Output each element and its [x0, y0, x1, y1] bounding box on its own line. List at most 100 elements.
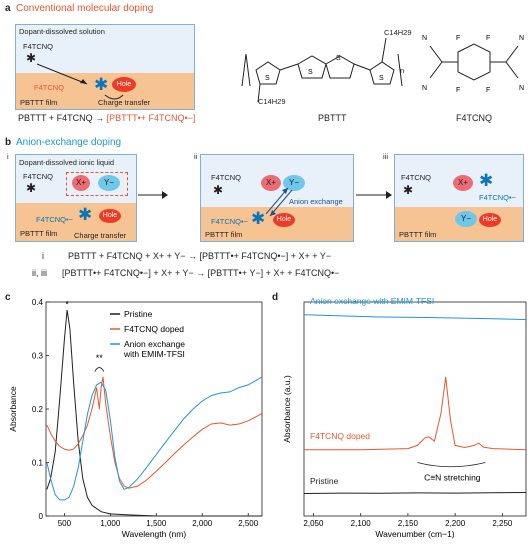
y-tick-label: 0.2	[32, 405, 44, 414]
ir-chart: 2,050 2,100 2,150 2,200 2,250 Wavenumber (cm−…	[282, 296, 527, 539]
step-iii-anion-molecule-icon: ✱	[479, 171, 494, 190]
svg-text:N: N	[422, 35, 427, 42]
series-line	[304, 376, 527, 451]
step-iii-dopant-label: F4TCNQ	[401, 173, 431, 182]
step-ii-label: ii	[194, 152, 198, 161]
step-iii-hole-icon: Hole	[479, 213, 501, 227]
y-tick-label: 0.3	[32, 352, 44, 361]
step-i-hole-label: Hole	[102, 212, 118, 219]
hole-icon: Hole	[112, 77, 136, 92]
svg-text:N: N	[519, 35, 524, 42]
step-i-charge-transfer: Charge transfer	[74, 231, 127, 240]
step-i-box: Dopant-dissolved ionic liquid F4TCNQ ✱ X…	[15, 154, 137, 242]
repeat-n: n	[400, 66, 405, 75]
equation-left: PBTTT + F4TCNQ →	[18, 113, 107, 123]
y-tick-label: 0	[39, 512, 44, 521]
charge-transfer-label: Charge transfer	[98, 98, 151, 107]
panel-c-letter: c	[5, 292, 11, 303]
dopant-label: F4TCNQ	[23, 42, 53, 51]
molecule2-label: F4TCNQ	[456, 113, 492, 123]
series-line	[303, 492, 527, 494]
step-i-anion-molecule-icon: ✱	[78, 205, 93, 224]
step-ii-box: F4TCNQ ✱ X+ Y− Anion exchange F4TCNQ•− ✱…	[200, 154, 354, 242]
equation-right: [PBTTT•+ F4TCNQ•−]	[106, 113, 196, 123]
svg-text:F: F	[456, 35, 460, 42]
panel-a-arrows	[36, 63, 124, 100]
step-iii-cation-icon: X+	[453, 175, 473, 191]
legend-label: with EMIM-TFSI	[123, 349, 185, 359]
y-axis-label: Absorbance	[8, 386, 18, 432]
panel-a-letter: a	[5, 3, 11, 14]
step-i-hole-icon: Hole	[99, 209, 121, 223]
arrow-i-ii	[138, 191, 168, 199]
step-iii-box: F4TCNQ ✱ X+ ✱ F4TCNQ•− Y− Hole PBTTT fil…	[394, 154, 524, 242]
plot-frame	[45, 301, 263, 517]
pbttt-structure: S S S S	[241, 37, 403, 103]
series-label-pristine: Pristine	[310, 476, 339, 486]
ion-pair-box	[66, 172, 128, 196]
panel-b-title: Anion-exchange doping	[16, 137, 122, 148]
legend-label: F4TCNQ doped	[124, 324, 184, 334]
series-line	[46, 309, 262, 517]
step-ii-anion-icon: Y−	[283, 175, 305, 191]
legend-label: Anion exchange	[124, 339, 185, 349]
x-tick-label: 2,050	[303, 519, 324, 528]
dopant-molecule-icon: ✱	[26, 51, 37, 65]
step-i-dopant-icon: ✱	[26, 181, 37, 195]
y-tick-label: 0.1	[32, 459, 44, 468]
step-ii-dopant-label: F4TCNQ	[211, 173, 241, 182]
step-iii-dopant-icon: ✱	[403, 183, 414, 197]
series-line	[46, 376, 263, 501]
x-tick-label: 1,000	[100, 519, 121, 528]
x-tick-label: 2,200	[445, 519, 466, 528]
anion-label: F4TCNQ	[34, 83, 64, 92]
x-tick-label: 2,100	[351, 519, 372, 528]
x-axis-label: Wavelength (nm)	[122, 529, 187, 539]
hole-label: Hole	[116, 81, 132, 88]
anion-exchange-label: Anion exchange	[289, 197, 343, 206]
step-ii-film-label: PBTTT film	[205, 230, 243, 239]
step-i-film-label: PBTTT film	[20, 229, 58, 238]
step-i-dopant-label: F4TCNQ	[23, 172, 53, 181]
subscript-bottom: C14H29	[258, 97, 286, 106]
step-iii-label: iii	[383, 152, 388, 161]
pbttt-film	[16, 73, 194, 109]
step-iii-film-label: PBTTT film	[399, 230, 437, 239]
molecule1-label: PBTTT	[318, 113, 347, 123]
eq2: [PBTTT•+ F4TCNQ•−] + X+ + Y− → [PBTTT•+ …	[62, 268, 340, 278]
cation-icon: X+	[72, 175, 90, 191]
f4tcnq-structure: N N N N F F F F	[422, 35, 524, 94]
panel-d-letter: d	[272, 292, 279, 303]
step-ii-hole-icon: Hole	[273, 213, 295, 227]
series-line	[46, 376, 263, 489]
subscript-top: C14H29	[384, 28, 412, 37]
arrow-ii-iii	[356, 191, 392, 199]
annotation-double-star: **	[96, 353, 104, 363]
film-label: PBTTT film	[20, 98, 58, 107]
step-ii-anion-label: F4TCNQ•−	[211, 217, 249, 226]
step-i-anion-label: F4TCNQ•−	[36, 215, 74, 224]
panel-a-title: Conventional molecular doping	[16, 3, 154, 14]
y-tick-label: 0.4	[32, 298, 44, 307]
svg-text:F: F	[486, 35, 490, 42]
plot-frame	[303, 301, 527, 517]
eq2-index: ii, iii	[32, 268, 47, 278]
svg-text:F: F	[456, 87, 460, 94]
x-tick-label: 2,250	[492, 519, 513, 528]
series-label-doped: F4TCNQ doped	[310, 431, 370, 441]
y-axis-label: Absorbance (a.u.)	[282, 375, 292, 443]
step-iii-anion-icon: Y−	[455, 211, 477, 227]
svg-text:N: N	[422, 85, 427, 92]
legend-label: Pristine	[124, 309, 153, 319]
x-tick-label: 2,000	[192, 519, 213, 528]
step-iii-anion-label: F4TCNQ•−	[479, 193, 517, 202]
annotation-bracket	[417, 462, 486, 468]
annotation-label: C≡N stretching	[424, 473, 481, 483]
svg-text:F: F	[486, 87, 490, 94]
exchange-arrows	[265, 187, 293, 217]
svg-text:N: N	[519, 85, 524, 92]
svg-text:S: S	[265, 75, 270, 82]
svg-text:S: S	[336, 55, 341, 62]
step-iii-hole-label: Hole	[482, 216, 498, 223]
annotation-bracket	[94, 367, 105, 372]
